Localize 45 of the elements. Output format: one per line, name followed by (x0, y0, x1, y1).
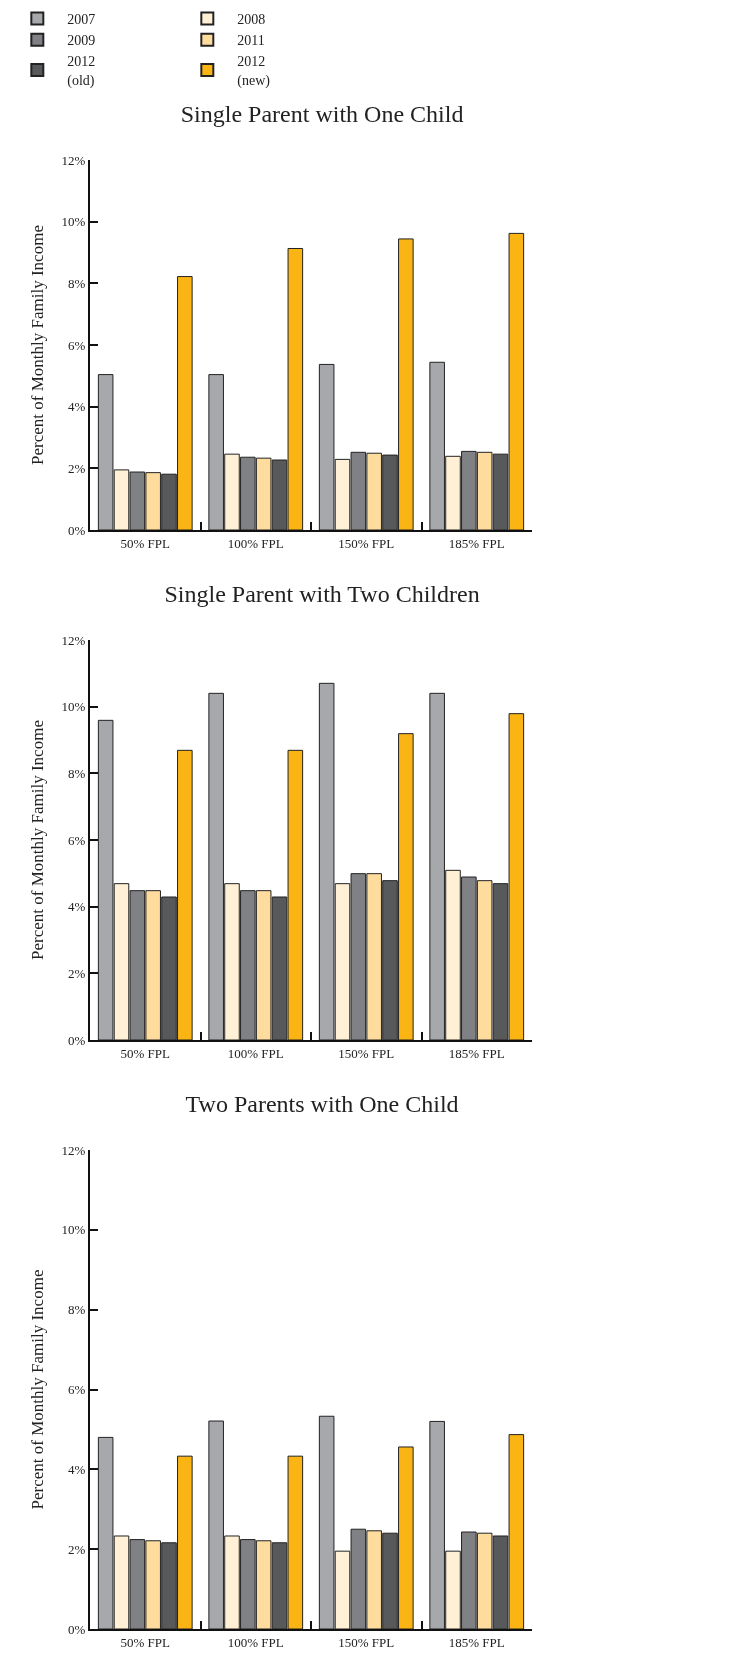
y-tick-label: 8% (68, 765, 86, 781)
x-tick-label: 150% FPL (338, 1045, 395, 1061)
y-tick-label: 8% (68, 1302, 86, 1318)
x-tick-label: 185% FPL (448, 1045, 505, 1061)
x-tick-label: 150% FPL (338, 535, 395, 551)
legend-label: 2008 (237, 11, 266, 27)
y-tick-label: 0% (68, 522, 86, 538)
y-tick-label: 12% (61, 152, 86, 168)
y-tick-label: 4% (68, 399, 86, 415)
legend-label: 2011 (237, 33, 265, 49)
y-tick-label: 2% (68, 1541, 86, 1557)
x-tick-label: 100% FPL (227, 535, 284, 551)
y-tick-label: 2% (68, 460, 86, 476)
y-tick-label: 4% (68, 1461, 86, 1477)
chart-title: Two Parents with One Child (185, 1090, 459, 1117)
y-tick-label: 4% (68, 899, 86, 915)
x-tick-label: 100% FPL (227, 1634, 284, 1650)
y-tick-label: 2% (68, 965, 86, 981)
legend-label: 2012 (new) (237, 54, 271, 89)
x-tick-label: 50% FPL (120, 535, 171, 551)
y-tick-label: 10% (61, 699, 86, 715)
y-tick-label: 10% (61, 214, 86, 230)
y-tick-label: 0% (68, 1032, 86, 1048)
chart-title: Single Parent with Two Children (164, 580, 480, 607)
y-tick-label: 10% (61, 1222, 86, 1238)
x-tick-label: 185% FPL (448, 1634, 505, 1650)
legend-label: 2009 (67, 33, 96, 49)
legend-label: 2012 (old) (67, 54, 96, 89)
y-tick-label: 0% (68, 1621, 86, 1637)
x-tick-label: 50% FPL (120, 1045, 171, 1061)
x-tick-label: 50% FPL (120, 1634, 171, 1650)
y-axis-title: Percent of Monthly Family Income (27, 720, 47, 960)
x-tick-label: 150% FPL (338, 1634, 395, 1650)
y-axis-title: Percent of Monthly Family Income (27, 225, 47, 465)
y-axis-title: Percent of Monthly Family Income (27, 1269, 47, 1510)
y-tick-label: 6% (68, 832, 86, 848)
y-tick-label: 12% (61, 632, 86, 648)
y-tick-label: 6% (68, 1382, 86, 1398)
y-tick-label: 6% (68, 337, 86, 353)
x-tick-label: 100% FPL (227, 1045, 284, 1061)
chart-title: Single Parent with One Child (180, 100, 464, 127)
y-tick-label: 12% (61, 1142, 86, 1158)
y-tick-label: 8% (68, 275, 86, 291)
x-tick-label: 185% FPL (448, 535, 505, 551)
legend-label: 2007 (67, 11, 96, 27)
